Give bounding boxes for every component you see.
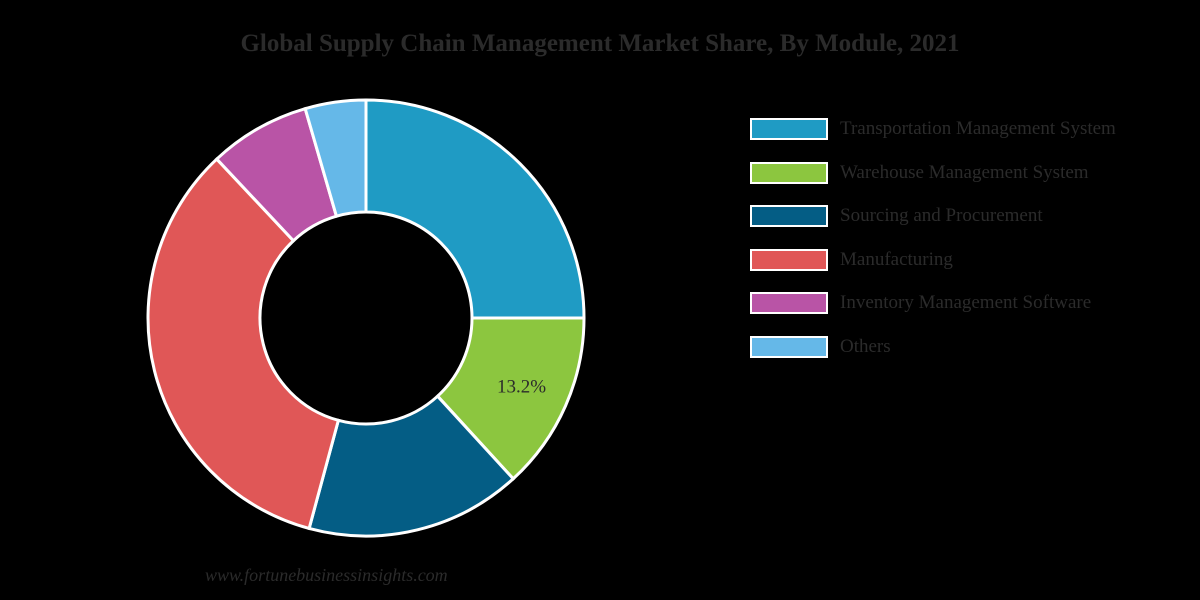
legend-label: Others — [840, 335, 891, 357]
legend-item: Manufacturing — [750, 247, 1190, 273]
legend-swatch — [750, 205, 828, 227]
chart-legend: Transportation Management System Warehou… — [750, 116, 1190, 377]
source-url[interactable]: www.fortunebusinessinsights.com — [205, 565, 448, 585]
legend-swatch — [750, 118, 828, 140]
legend-label: Transportation Management System — [840, 118, 1116, 139]
legend-item: Warehouse Management System — [750, 160, 1190, 186]
legend-swatch — [750, 161, 828, 184]
legend-swatch — [750, 292, 828, 314]
donut-slice-transportation-management-system — [364, 98, 586, 320]
donut-slice-others — [303, 98, 368, 219]
donut-slice-sourcing-and-procurement — [307, 394, 516, 538]
legend-label: Manufacturing — [840, 248, 953, 270]
chart-title: Global Supply Chain Management Market Sh… — [240, 30, 960, 57]
donut-slices — [146, 98, 586, 538]
legend-swatch — [750, 248, 828, 271]
legend-item: Inventory Management Software — [750, 290, 1190, 316]
donut-data-label: 13.2% — [497, 376, 546, 397]
legend-item: Transportation Management System — [750, 116, 1190, 142]
donut-data-labels: 13.2% — [497, 376, 546, 397]
legend-item: Sourcing and Procurement — [750, 203, 1190, 229]
legend-label: Inventory Management Software — [840, 292, 1092, 313]
donut-slice-manufacturing — [146, 156, 341, 531]
legend-label: Sourcing and Procurement — [840, 205, 1043, 226]
legend-swatch — [750, 335, 828, 358]
legend-label: Warehouse Management System — [840, 161, 1089, 183]
legend-item: Others — [750, 334, 1190, 360]
